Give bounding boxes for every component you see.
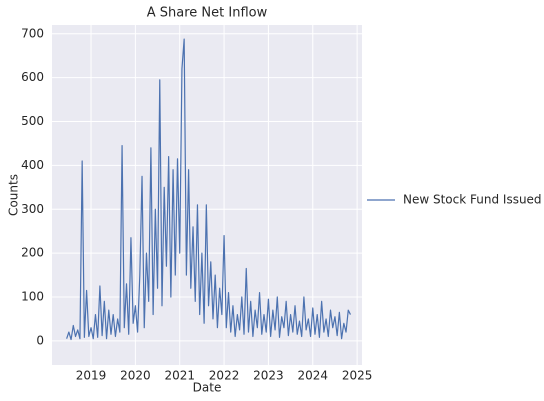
x-axis-label: Date xyxy=(193,381,222,395)
y-tick-label: 500 xyxy=(21,114,44,128)
legend-label: New Stock Fund Issued xyxy=(403,193,542,207)
y-tick-label: 600 xyxy=(21,70,44,84)
x-tick-label: 2024 xyxy=(297,369,328,383)
y-tick-label: 400 xyxy=(21,158,44,172)
x-tick-label: 2020 xyxy=(120,369,151,383)
data-line xyxy=(66,38,352,341)
y-axis-label: Counts xyxy=(7,174,21,216)
legend: New Stock Fund Issued xyxy=(367,193,542,207)
y-tick-label: 0 xyxy=(36,333,44,347)
y-tick-label: 300 xyxy=(21,202,44,216)
x-tick-label: 2022 xyxy=(209,369,240,383)
y-tick-label: 100 xyxy=(21,290,44,304)
x-tick-label: 2023 xyxy=(253,369,284,383)
y-tick-label: 200 xyxy=(21,246,44,260)
x-tick-label: 2019 xyxy=(76,369,107,383)
y-tick-label: 700 xyxy=(21,26,44,40)
chart-title: A Share Net Inflow xyxy=(147,6,268,21)
lines xyxy=(66,38,352,341)
x-tick-label: 2025 xyxy=(342,369,373,383)
x-tick-label: 2021 xyxy=(164,369,195,383)
